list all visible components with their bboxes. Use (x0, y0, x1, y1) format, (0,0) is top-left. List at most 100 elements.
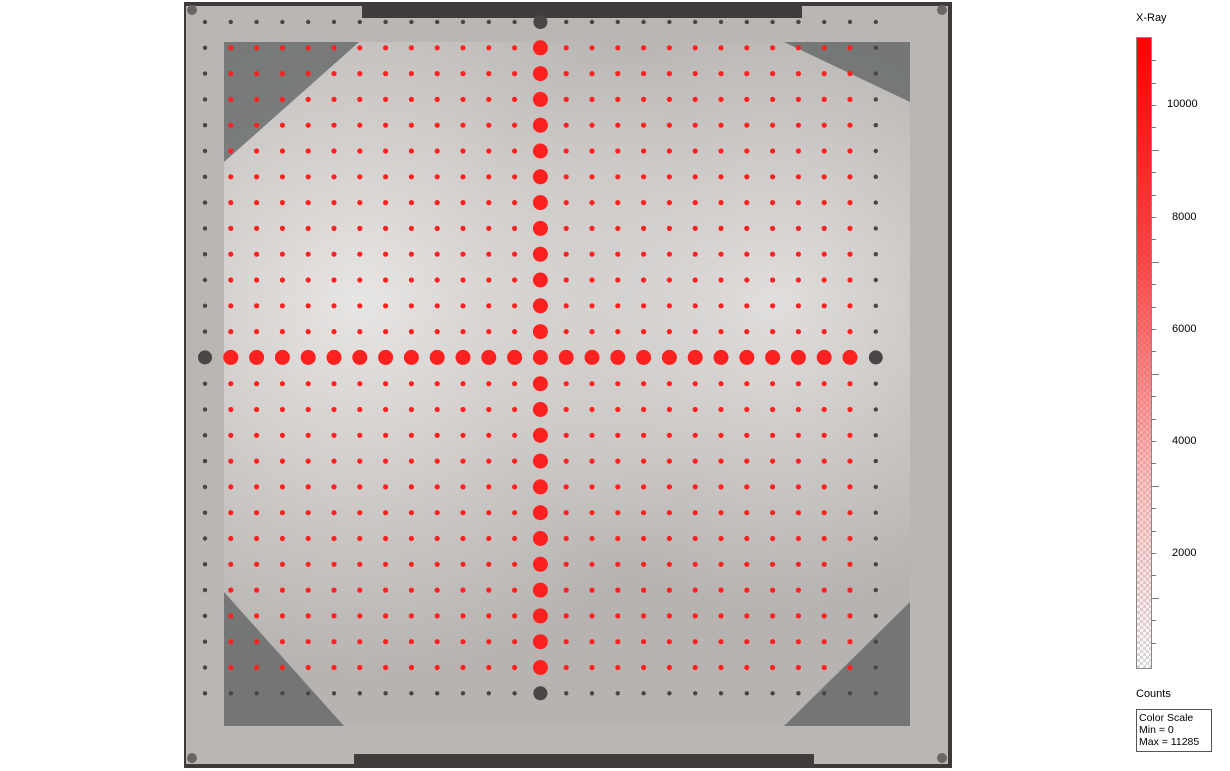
grid-dot (873, 665, 878, 670)
grid-dot (873, 19, 878, 25)
grid-dot (357, 691, 362, 696)
grid-dot (718, 277, 724, 283)
grid-dot (847, 225, 853, 231)
axis-marker-dot (455, 349, 471, 365)
axis-marker-dot (532, 91, 548, 107)
grid-dot (434, 45, 440, 51)
grid-dot (486, 432, 492, 438)
grid-dot (202, 639, 208, 644)
grid-dot (795, 535, 802, 542)
grid-dot (383, 458, 389, 464)
grid-dot (770, 251, 776, 257)
grid-dot (641, 484, 647, 490)
corner-screw (187, 753, 197, 763)
grid-dot (357, 19, 362, 25)
grid-dot (847, 381, 853, 387)
grid-dot (202, 19, 208, 25)
grid-dot (228, 691, 233, 696)
grid-dot (202, 303, 208, 308)
grid-dot (770, 225, 776, 231)
grid-dot (279, 225, 285, 231)
grid-dot (563, 122, 569, 128)
grid-dot (486, 122, 492, 128)
grid-dot (383, 639, 389, 645)
grid-dot (770, 329, 776, 335)
grid-dot (228, 561, 234, 567)
grid-dot (718, 96, 724, 102)
grid-dot (873, 639, 878, 644)
grid-dot (847, 251, 853, 257)
grid-dot (666, 510, 672, 516)
grid-dot (331, 510, 337, 516)
grid-dot (615, 96, 621, 102)
grid-dot (563, 174, 569, 180)
grid-dot (795, 329, 802, 335)
axis-marker-dot (842, 349, 858, 365)
grid-dot (512, 122, 518, 128)
grid-dot (202, 536, 208, 541)
grid-dot (202, 665, 208, 670)
grid-dot (408, 561, 414, 567)
grid-dot (254, 432, 260, 438)
grid-dot (847, 71, 853, 77)
grid-dot (873, 433, 878, 438)
grid-dot (641, 613, 647, 619)
grid-dot (279, 432, 285, 438)
grid-dot (873, 562, 878, 567)
grid-dot (305, 587, 311, 593)
grid-dot (770, 71, 776, 77)
grid-dot (460, 174, 466, 180)
grid-dot (254, 96, 260, 102)
grid-dot (692, 45, 698, 51)
grid-dot (254, 691, 259, 696)
grid-dot (202, 174, 208, 179)
grid-dot (589, 664, 595, 671)
corner-screw (187, 5, 197, 15)
grid-dot (383, 664, 389, 671)
grid-dot (254, 664, 260, 671)
grid-dot (434, 225, 440, 231)
grid-dot (512, 561, 518, 567)
grid-dot (305, 251, 311, 257)
grid-dot (408, 96, 414, 102)
grid-dot (847, 96, 853, 102)
grid-dot (254, 174, 260, 180)
grid-dot (821, 277, 827, 283)
grid-dot (357, 381, 363, 387)
grid-dot (744, 458, 750, 464)
grid-dot (408, 303, 414, 309)
grid-dot (202, 329, 208, 334)
grid-dot (770, 432, 776, 438)
axis-marker-dot (532, 376, 548, 392)
axis-marker-dot (765, 349, 781, 365)
grid-dot (357, 613, 363, 619)
grid-dot (873, 613, 878, 619)
grid-dot (408, 174, 414, 180)
grid-dot (460, 225, 466, 231)
axis-marker-dot (532, 608, 548, 624)
axis-marker-dot (532, 66, 548, 82)
grid-dot (383, 691, 388, 696)
grid-dot (254, 122, 260, 128)
axis-marker-dot (532, 40, 548, 56)
grid-dot (434, 406, 440, 413)
axis-marker-dot (532, 169, 548, 185)
grid-dot (512, 458, 518, 464)
grid-dot (254, 200, 260, 206)
grid-dot (666, 381, 672, 387)
grid-dot (486, 45, 492, 51)
grid-dot (873, 407, 878, 412)
axis-marker-dot (532, 220, 548, 236)
grid-dot (770, 45, 776, 51)
color-scale-tick (1151, 149, 1159, 151)
axis-marker-dot (532, 272, 548, 288)
grid-dot (744, 691, 749, 696)
grid-dot (770, 691, 775, 696)
grid-dot (589, 200, 595, 206)
grid-dot (331, 691, 337, 696)
grid-dot (383, 432, 389, 438)
grid-dot (486, 535, 492, 542)
grid-dot (641, 251, 647, 257)
grid-dot (533, 686, 548, 701)
xray-image-viewport[interactable] (184, 2, 952, 768)
